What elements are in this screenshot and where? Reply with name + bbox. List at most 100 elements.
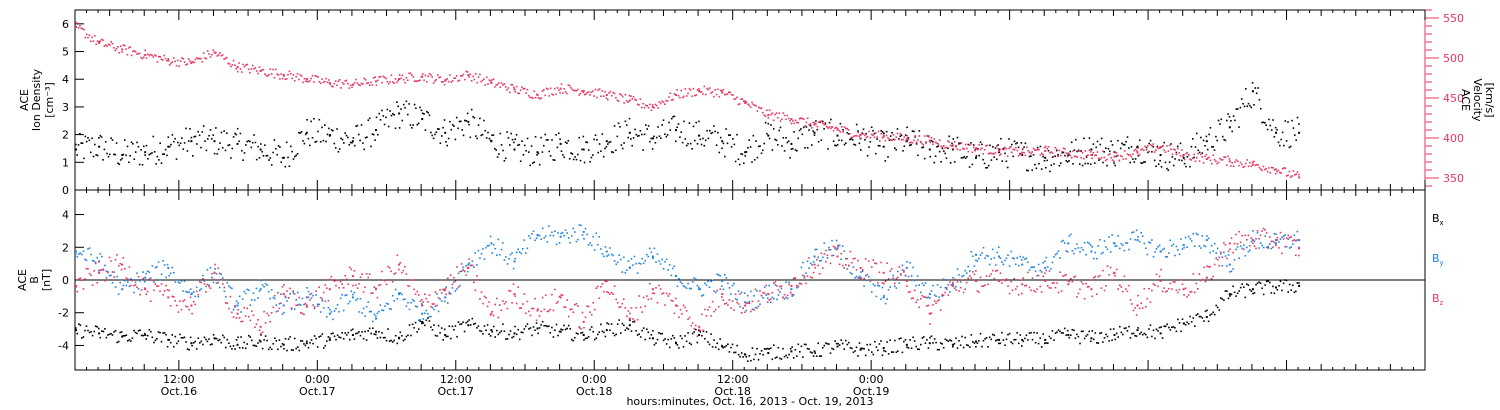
- top-series: [75, 21, 1301, 179]
- data-point-bz: [543, 308, 545, 311]
- data-point-bx: [867, 349, 870, 351]
- data-point-density: [464, 119, 466, 122]
- data-point-by: [1151, 239, 1153, 241]
- data-point-density: [695, 121, 697, 124]
- data-point-bz: [87, 268, 89, 270]
- data-point-bx: [1002, 339, 1005, 341]
- data-point-by: [975, 253, 977, 256]
- data-point-bx: [1160, 326, 1162, 328]
- data-point-density: [1109, 150, 1111, 153]
- data-point-by: [682, 285, 685, 287]
- data-point-by: [777, 294, 780, 296]
- data-point-velocity: [1182, 155, 1184, 157]
- data-point-velocity: [522, 88, 525, 90]
- data-point-bz: [791, 293, 793, 296]
- data-point-bz: [759, 290, 761, 292]
- data-point-bx: [698, 329, 700, 332]
- data-point-velocity: [581, 90, 583, 92]
- data-point-density: [653, 135, 655, 138]
- data-point-bz: [609, 293, 611, 295]
- data-point-velocity: [738, 103, 741, 105]
- data-point-by: [391, 294, 394, 297]
- data-point-by: [525, 252, 527, 254]
- data-point-by: [1119, 247, 1121, 250]
- data-point-by: [776, 298, 778, 301]
- data-point-by: [228, 285, 230, 287]
- data-point-density: [728, 134, 730, 136]
- data-point-bz: [967, 277, 969, 280]
- data-point-by: [1171, 245, 1173, 247]
- data-point-bz: [1261, 230, 1263, 232]
- data-point-bx: [146, 334, 149, 337]
- data-point-velocity: [571, 88, 574, 91]
- data-point-density: [1182, 156, 1185, 159]
- data-point-density: [1196, 132, 1198, 135]
- data-point-velocity: [409, 72, 412, 75]
- data-point-density: [290, 145, 292, 148]
- data-point-bx: [1158, 326, 1161, 329]
- data-point-velocity: [597, 89, 599, 91]
- data-point-density: [1289, 145, 1292, 148]
- data-point-velocity: [1181, 149, 1183, 151]
- data-point-density: [1246, 105, 1248, 108]
- data-point-velocity: [1224, 156, 1227, 159]
- data-point-velocity: [1219, 157, 1221, 160]
- data-point-velocity: [745, 101, 748, 103]
- data-point-velocity: [381, 81, 383, 84]
- data-point-by: [174, 281, 177, 283]
- data-point-bz: [898, 266, 901, 268]
- data-point-bx: [96, 326, 98, 328]
- data-point-velocity: [616, 99, 619, 102]
- data-point-density: [601, 133, 604, 135]
- data-point-bz: [1281, 252, 1283, 255]
- data-point-bx: [676, 344, 679, 346]
- data-point-by: [439, 298, 441, 300]
- data-point-density: [81, 142, 84, 144]
- data-point-bx: [933, 338, 936, 340]
- data-point-bx: [1232, 285, 1234, 288]
- data-point-density: [1275, 131, 1277, 134]
- data-point-velocity: [366, 82, 368, 85]
- data-point-by: [894, 285, 896, 287]
- data-point-bz: [1097, 275, 1100, 278]
- data-point-velocity: [515, 85, 518, 88]
- data-point-by: [656, 253, 659, 255]
- data-point-by: [1030, 266, 1032, 269]
- data-point-bx: [901, 351, 904, 354]
- data-point-bz: [249, 319, 252, 322]
- data-point-by: [592, 235, 594, 238]
- data-point-density: [1254, 87, 1257, 89]
- data-point-density: [1228, 116, 1231, 118]
- data-point-bx: [1037, 342, 1040, 345]
- data-point-by: [162, 260, 164, 262]
- data-point-density: [928, 148, 931, 151]
- data-point-bz: [860, 277, 862, 280]
- data-point-velocity: [831, 126, 833, 128]
- data-point-bz: [693, 327, 695, 330]
- data-point-bz: [328, 288, 331, 291]
- data-point-bx: [800, 345, 803, 348]
- data-point-velocity: [993, 153, 995, 155]
- data-point-density: [1178, 159, 1180, 161]
- data-point-bx: [1044, 342, 1046, 345]
- data-point-density: [292, 158, 295, 160]
- data-point-velocity: [438, 76, 440, 79]
- data-point-density: [258, 157, 261, 159]
- data-point-bz: [871, 266, 873, 268]
- data-point-density: [1080, 150, 1082, 152]
- data-point-density: [934, 155, 937, 157]
- data-point-velocity: [419, 79, 421, 81]
- data-point-velocity: [483, 78, 485, 80]
- data-point-by: [704, 282, 706, 285]
- data-point-bz: [799, 282, 801, 285]
- data-point-density: [724, 155, 726, 158]
- data-point-bx: [600, 323, 602, 326]
- data-point-bz: [1076, 296, 1078, 298]
- data-point-velocity: [590, 91, 593, 94]
- data-point-density: [421, 112, 424, 115]
- data-point-velocity: [830, 127, 832, 130]
- data-point-bz: [1008, 292, 1011, 295]
- data-point-bx: [280, 345, 282, 348]
- data-point-bz: [1190, 291, 1193, 293]
- data-point-density: [321, 126, 323, 129]
